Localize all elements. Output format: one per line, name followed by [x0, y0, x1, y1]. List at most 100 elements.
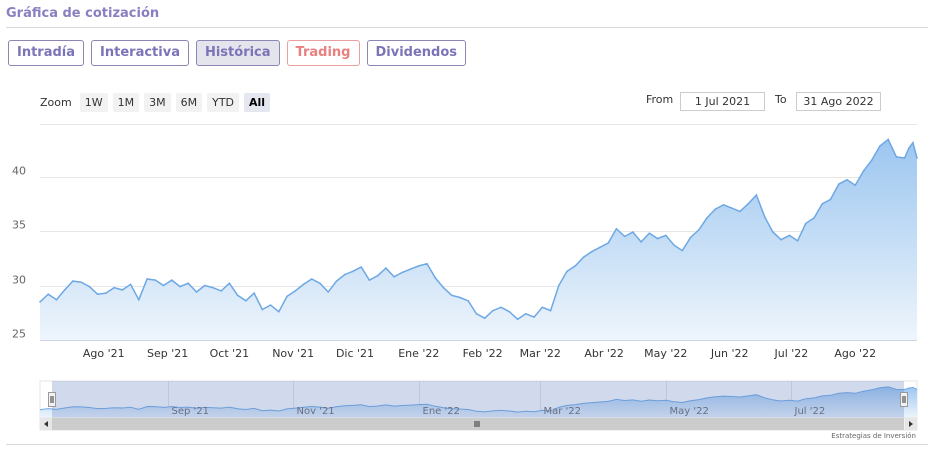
data-point [475, 313, 478, 315]
data-point [113, 286, 115, 289]
data-point [916, 157, 918, 159]
data-point [162, 284, 165, 287]
data-point [846, 179, 848, 181]
data-point [829, 198, 832, 201]
bottom-divider [6, 444, 928, 445]
x-axis-labels: Ago '21 Sep '21 Oct '21 Nov '21 Dic '21 Ene '… [83, 347, 876, 360]
data-point [327, 291, 330, 293]
data-point [352, 270, 354, 273]
zoom-1w-button[interactable]: 1W [79, 93, 108, 112]
tab-interactiva[interactable]: Interactiva [91, 40, 189, 66]
data-point [607, 242, 609, 244]
navigator-tick-label: Nov '21 [297, 406, 335, 417]
data-point [393, 276, 395, 278]
data-point [261, 308, 264, 311]
zoom-1m-button[interactable]: 1M [112, 93, 140, 112]
data-point [409, 268, 412, 270]
data-point [286, 295, 288, 298]
data-point [467, 300, 470, 302]
navigator-line [39, 386, 918, 413]
navigator-tick-label: May '22 [670, 406, 709, 417]
data-point [763, 216, 766, 218]
navigator-right-handle[interactable] [900, 392, 908, 407]
data-point [887, 138, 889, 141]
data-point [590, 250, 593, 253]
data-point [88, 285, 91, 288]
navigator-left-handle[interactable] [48, 392, 56, 407]
x-tick-label: Dic '21 [336, 347, 374, 360]
data-point [450, 294, 453, 297]
data-point [96, 293, 99, 296]
navigator-axis-labels: Sep '21 Nov '21 Ene '22 Mar '22 May '22 Jul '… [172, 406, 826, 417]
data-point [138, 298, 140, 301]
navigator[interactable]: Sep '21 Nov '21 Ene '22 Mar '22 May '22 Jul '… [39, 380, 918, 419]
y-axis-labels: 25 30 35 40 [12, 165, 26, 341]
data-point [418, 265, 420, 267]
data-point [492, 309, 494, 312]
data-point [780, 238, 782, 241]
x-tick-label: Feb '22 [463, 347, 503, 360]
data-point [228, 282, 231, 285]
from-label: From [646, 93, 674, 106]
tab-trading[interactable]: Trading [286, 40, 360, 66]
data-point [665, 234, 667, 237]
x-tick-label: Ago '21 [83, 347, 125, 360]
zoom-3m-button[interactable]: 3M [144, 93, 171, 112]
scroll-left-arrow-icon[interactable] [40, 418, 52, 430]
data-point [508, 310, 511, 313]
data-point [747, 203, 749, 205]
data-point [401, 271, 404, 274]
x-tick-label: Mar '22 [520, 347, 561, 360]
data-point [385, 267, 387, 269]
data-point [171, 279, 173, 281]
data-point [772, 231, 774, 233]
data-point [154, 279, 157, 281]
scrollbar-thumb[interactable] [52, 418, 904, 430]
data-point [55, 298, 58, 301]
to-date-input[interactable]: 31 Ago 2022 [796, 92, 881, 111]
data-point [516, 318, 519, 321]
data-point [730, 207, 733, 209]
zoom-6m-button[interactable]: 6M [175, 93, 203, 112]
data-point [632, 231, 634, 233]
from-date-input[interactable]: 1 Jul 2021 [680, 92, 765, 111]
x-tick-label: Ago '22 [834, 347, 876, 360]
data-point [368, 279, 371, 281]
scrollbar[interactable] [39, 417, 918, 431]
zoom-selector: Zoom 1W 1M 3M 6M YTD All [40, 93, 275, 112]
data-point [203, 284, 206, 287]
tab-intradia[interactable]: Intradía [8, 40, 85, 66]
data-point [434, 277, 437, 279]
tab-dividendos[interactable]: Dividendos [366, 40, 467, 66]
page-title: Gráfica de cotización [6, 6, 160, 21]
data-point [574, 265, 577, 267]
data-point [459, 296, 461, 299]
data-point [302, 283, 305, 286]
zoom-ytd-button[interactable]: YTD [207, 93, 240, 112]
data-point [854, 184, 856, 186]
data-point [310, 278, 313, 280]
navigator-selection[interactable] [52, 381, 904, 418]
chart-type-tabs: Intradía Interactiva Histórica Trading D… [8, 40, 467, 66]
data-point [195, 291, 198, 293]
data-point [269, 304, 272, 306]
scroll-right-arrow-icon[interactable] [905, 418, 917, 430]
data-point [278, 310, 280, 313]
data-point [343, 273, 346, 276]
x-tick-label: May '22 [644, 347, 687, 360]
zoom-all-button[interactable]: All [244, 93, 271, 112]
data-point [640, 241, 642, 243]
chart-credit: Estrategias de Inversión [831, 432, 916, 440]
data-point [212, 286, 214, 289]
data-point [319, 282, 321, 285]
data-point [187, 282, 189, 285]
data-point [895, 156, 898, 158]
tab-historica[interactable]: Histórica [195, 40, 280, 66]
data-point [236, 294, 239, 297]
data-point [294, 290, 297, 292]
data-point [500, 306, 502, 309]
data-point [105, 292, 107, 294]
data-point [903, 157, 906, 159]
y-tick-label: 25 [12, 328, 26, 341]
